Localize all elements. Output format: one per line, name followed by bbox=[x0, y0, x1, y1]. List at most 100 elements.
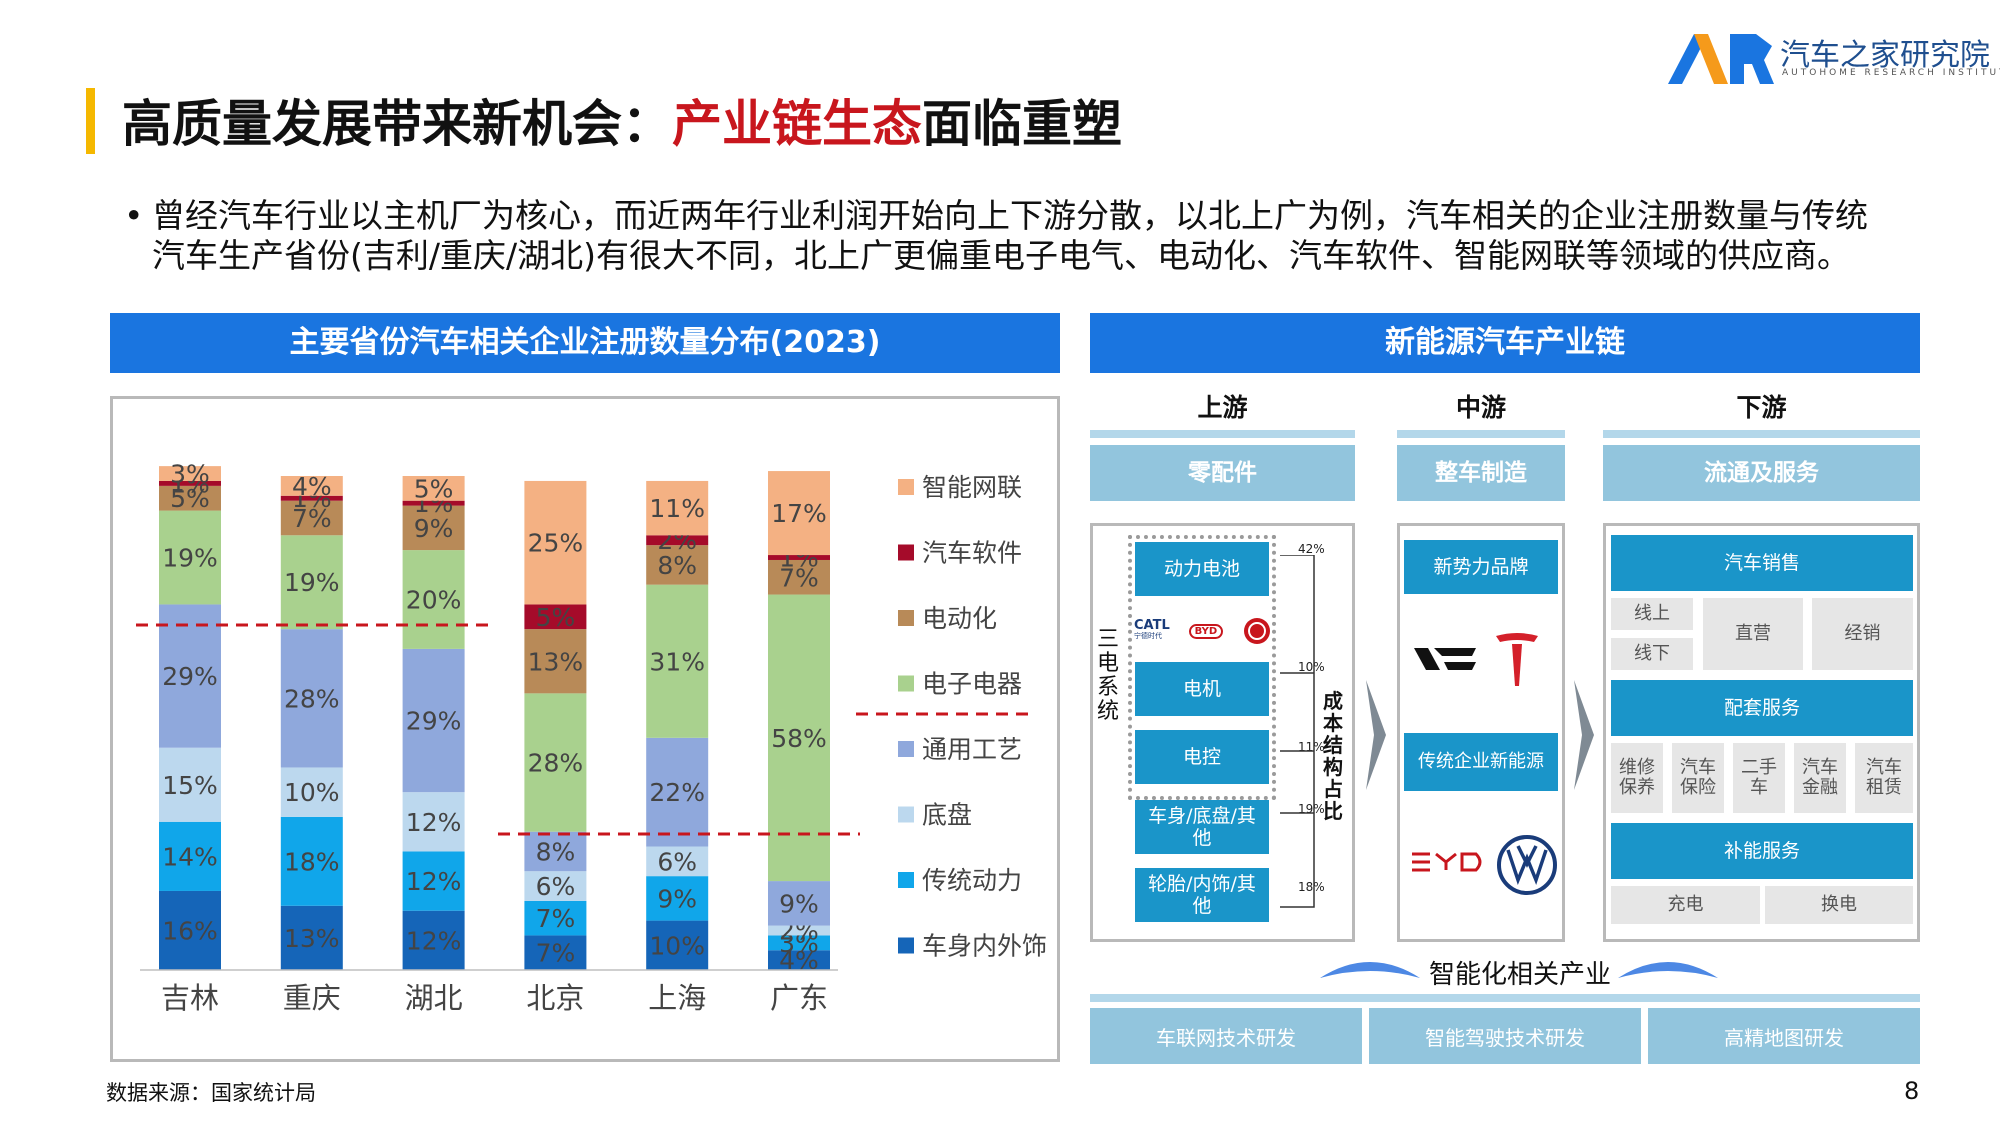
data-label: 3% bbox=[170, 460, 210, 489]
data-label: 58% bbox=[771, 724, 827, 753]
title-part2: 面临重塑 bbox=[922, 95, 1122, 153]
data-label: 6% bbox=[536, 872, 576, 901]
category-label: 北京 bbox=[526, 981, 584, 1015]
up-chevron-icon bbox=[1320, 962, 1420, 978]
telematics-rnd: 车联网技术研发 bbox=[1090, 1008, 1362, 1064]
data-label: 9% bbox=[414, 514, 454, 543]
stacked-bar-chart: 16%14%15%29%19%5%1%3%吉林13%18%10%28%19%7%… bbox=[136, 460, 1047, 1015]
bar-segment bbox=[159, 747, 221, 822]
data-label: 7% bbox=[536, 939, 576, 968]
service-maintenance: 维修保养 bbox=[1611, 743, 1663, 813]
pct-motor: 10% bbox=[1298, 660, 1325, 674]
bar-segment bbox=[402, 500, 465, 506]
tire-interior: 轮胎/内饰/其他 bbox=[1135, 868, 1269, 922]
bar-segment bbox=[402, 851, 465, 911]
data-label: 29% bbox=[162, 662, 218, 691]
bar-segment bbox=[524, 935, 587, 970]
data-label: 7% bbox=[779, 563, 819, 592]
sales-offline: 线下 bbox=[1611, 638, 1693, 670]
bar-segment bbox=[646, 737, 709, 847]
legend-label: 传统动力 bbox=[922, 866, 1022, 895]
upstream-parts-box: 零配件 bbox=[1090, 445, 1355, 501]
data-label: 8% bbox=[536, 837, 576, 866]
legend-swatch bbox=[898, 872, 914, 888]
category-label: 吉林 bbox=[161, 981, 219, 1015]
data-label: 7% bbox=[536, 904, 576, 933]
page-title: 高质量发展带来新机会：产业链生态面临重塑 bbox=[122, 84, 1122, 156]
bar-segment bbox=[768, 925, 830, 936]
legend-swatch bbox=[898, 806, 914, 823]
service-charge: 充电 bbox=[1611, 886, 1760, 924]
bar-segment bbox=[524, 900, 587, 936]
logo-en: AUTOHOME RESEARCH INSTITUTE bbox=[1782, 68, 2000, 78]
bar-segment bbox=[524, 831, 587, 872]
logo-mark: AR bbox=[1664, 30, 1686, 34]
hd-map-rnd: 高精地图研发 bbox=[1648, 1008, 1920, 1064]
autohome-logo-icon: AR bbox=[1664, 30, 1774, 84]
data-label: 17% bbox=[771, 499, 827, 528]
bar-segment bbox=[768, 559, 830, 595]
legend-label: 智能网联 bbox=[922, 473, 1022, 502]
category-label: 上海 bbox=[648, 981, 706, 1015]
legend-swatch bbox=[898, 610, 914, 626]
catl-logo: CATL 宁德时代 bbox=[1134, 618, 1170, 640]
data-label: 28% bbox=[528, 749, 584, 778]
data-label: 19% bbox=[162, 544, 218, 573]
bar-segment bbox=[280, 816, 343, 906]
data-label: 15% bbox=[162, 771, 218, 800]
data-label: 10% bbox=[284, 778, 340, 807]
data-label: 29% bbox=[406, 707, 462, 736]
up-chevron-icon bbox=[1618, 962, 1718, 978]
bar-segment bbox=[159, 485, 221, 511]
intelligence-label: 智能化相关产业 bbox=[1428, 960, 1611, 990]
logo-cn: 汽车之家研究院 bbox=[1780, 38, 1990, 73]
legend-label: 通用工艺 bbox=[922, 735, 1022, 764]
bar-segment bbox=[402, 550, 465, 649]
bar-segment bbox=[402, 505, 465, 551]
data-label: 9% bbox=[657, 884, 697, 913]
bar-segment bbox=[280, 500, 343, 536]
data-label: 18% bbox=[284, 847, 340, 876]
bar-segment bbox=[402, 792, 465, 852]
data-label: 5% bbox=[536, 603, 576, 632]
car-sales: 汽车销售 bbox=[1611, 535, 1913, 591]
data-label: 12% bbox=[406, 867, 462, 896]
data-label: 12% bbox=[406, 808, 462, 837]
bar-segment bbox=[159, 890, 221, 970]
stage-underline bbox=[1603, 430, 1920, 438]
data-source: 数据来源：国家统计局 bbox=[106, 1081, 316, 1105]
motor: 电机 bbox=[1135, 662, 1269, 716]
data-label: 13% bbox=[284, 924, 340, 953]
controller: 电控 bbox=[1135, 730, 1269, 784]
energy-service: 补能服务 bbox=[1611, 823, 1913, 879]
bar-segment bbox=[280, 495, 343, 501]
cost-bracket bbox=[1280, 555, 1315, 908]
bar-segment bbox=[768, 471, 830, 556]
category-label: 广东 bbox=[770, 981, 828, 1015]
cost-structure-label: 成本结构占比 bbox=[1323, 689, 1343, 823]
pct-tire: 18% bbox=[1298, 880, 1325, 894]
data-label: 12% bbox=[406, 926, 462, 955]
bar-segment bbox=[646, 535, 709, 546]
title-highlight: 产业链生态 bbox=[672, 95, 922, 153]
stage-underline bbox=[1397, 430, 1565, 438]
downstream-service-box: 流通及服务 bbox=[1603, 445, 1920, 501]
service-finance: 汽车金融 bbox=[1794, 743, 1846, 813]
traditional-ev: 传统企业新能源 bbox=[1404, 733, 1558, 791]
byd-logo: BYD bbox=[1188, 623, 1224, 639]
bar-segment bbox=[524, 629, 587, 694]
title-part1: 高质量发展带来新机会： bbox=[122, 95, 672, 153]
pct-battery: 42% bbox=[1298, 542, 1325, 556]
service-insurance: 汽车保险 bbox=[1672, 743, 1724, 813]
page-number: 8 bbox=[1904, 1077, 1920, 1105]
power-battery: 动力电池 bbox=[1135, 542, 1269, 596]
bar-segment bbox=[159, 821, 221, 891]
bullet-text: 曾经汽车行业以主机厂为核心，而近两年行业利润开始向上下游分散，以北上广为例，汽车… bbox=[152, 196, 1868, 275]
three-elec-group bbox=[1128, 535, 1276, 800]
intelligence-underline bbox=[1090, 994, 1920, 1002]
new-force-brands: 新势力品牌 bbox=[1404, 540, 1558, 594]
title-accent-bar bbox=[86, 88, 95, 154]
legend-swatch bbox=[898, 479, 914, 495]
service-swap: 换电 bbox=[1765, 886, 1913, 924]
data-label: 11% bbox=[649, 494, 705, 523]
